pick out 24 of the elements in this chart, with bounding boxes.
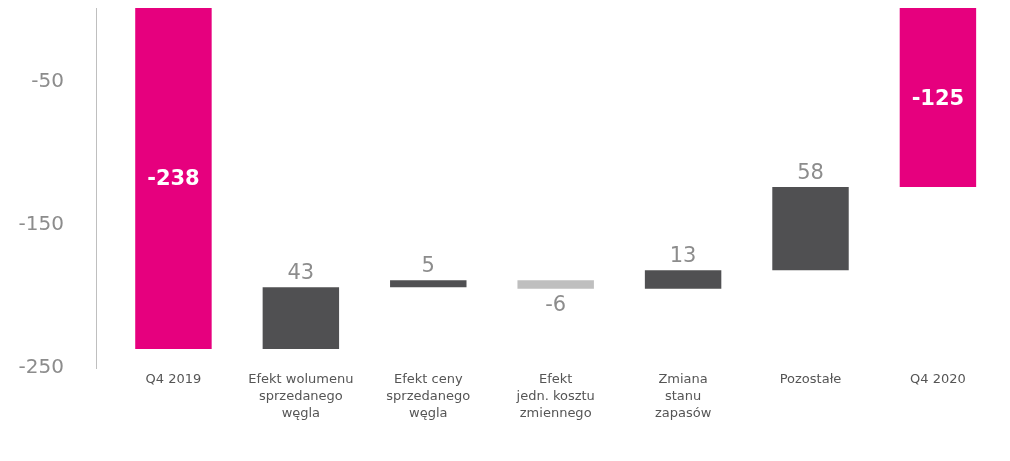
bar: [899, 8, 977, 188]
bar: [772, 187, 849, 271]
data-label: -125: [911, 85, 965, 110]
x-tick-label: Q4 2020: [910, 371, 966, 386]
data-label: 13: [669, 243, 697, 268]
bar: [135, 8, 212, 349]
x-tick-label: Efekt jedn. kosztu zmiennego: [515, 371, 595, 420]
x-tick-label: Q4 2019: [145, 371, 202, 386]
data-label: 43: [287, 260, 315, 285]
data-label: 58: [797, 160, 824, 185]
data-label: 5: [421, 253, 435, 278]
bar: [517, 280, 594, 289]
data-label: -238: [147, 166, 200, 191]
x-tick-label: Efekt wolumenu sprzedanego węgla: [248, 371, 354, 420]
x-tick-label: Efekt ceny sprzedanego węgla: [386, 371, 471, 420]
bar: [644, 270, 722, 289]
y-tick-label: -250: [18, 354, 64, 379]
y-tick-label: -150: [18, 210, 64, 235]
bar: [390, 280, 467, 288]
bar: [262, 287, 340, 349]
x-tick-label: Zmiana stanu zapasów: [654, 371, 712, 420]
x-tick-label: Pozostałe: [779, 371, 842, 386]
data-label: -6: [545, 291, 567, 316]
y-tick-label: -50: [31, 67, 64, 92]
